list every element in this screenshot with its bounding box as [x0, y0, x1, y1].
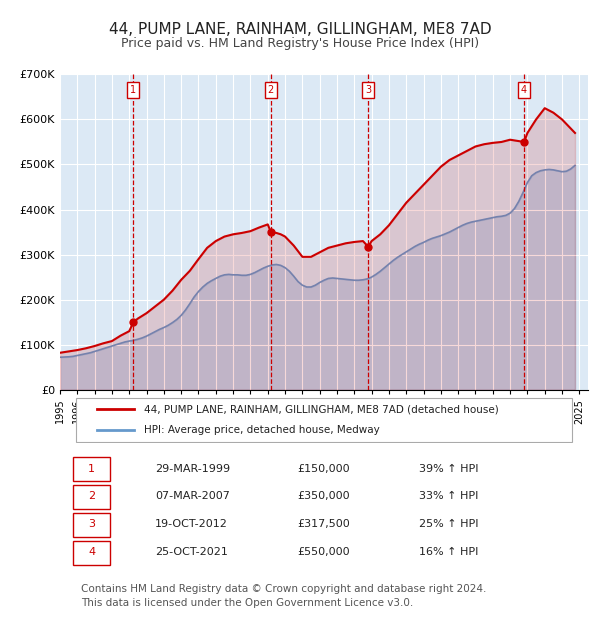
- Text: £350,000: £350,000: [298, 492, 350, 502]
- Text: HPI: Average price, detached house, Medway: HPI: Average price, detached house, Medw…: [145, 425, 380, 435]
- Text: 07-MAR-2007: 07-MAR-2007: [155, 492, 230, 502]
- Text: 4: 4: [521, 85, 527, 95]
- Text: 19-OCT-2012: 19-OCT-2012: [155, 519, 228, 529]
- Text: 29-MAR-1999: 29-MAR-1999: [155, 464, 230, 474]
- Text: 4: 4: [88, 547, 95, 557]
- Text: 3: 3: [88, 519, 95, 529]
- Text: 1: 1: [88, 464, 95, 474]
- FancyBboxPatch shape: [73, 541, 110, 565]
- Text: 3: 3: [365, 85, 371, 95]
- Text: 44, PUMP LANE, RAINHAM, GILLINGHAM, ME8 7AD: 44, PUMP LANE, RAINHAM, GILLINGHAM, ME8 …: [109, 22, 491, 37]
- Text: Contains HM Land Registry data © Crown copyright and database right 2024.
This d: Contains HM Land Registry data © Crown c…: [81, 583, 487, 608]
- Text: 1: 1: [130, 85, 136, 95]
- Text: Price paid vs. HM Land Registry's House Price Index (HPI): Price paid vs. HM Land Registry's House …: [121, 37, 479, 50]
- Text: 25% ↑ HPI: 25% ↑ HPI: [419, 519, 479, 529]
- FancyBboxPatch shape: [73, 458, 110, 481]
- Text: 44, PUMP LANE, RAINHAM, GILLINGHAM, ME8 7AD (detached house): 44, PUMP LANE, RAINHAM, GILLINGHAM, ME8 …: [145, 404, 499, 414]
- FancyBboxPatch shape: [73, 513, 110, 537]
- Text: 2: 2: [268, 85, 274, 95]
- Text: 16% ↑ HPI: 16% ↑ HPI: [419, 547, 478, 557]
- Text: 25-OCT-2021: 25-OCT-2021: [155, 547, 228, 557]
- Text: 39% ↑ HPI: 39% ↑ HPI: [419, 464, 479, 474]
- Text: £550,000: £550,000: [298, 547, 350, 557]
- Text: 33% ↑ HPI: 33% ↑ HPI: [419, 492, 478, 502]
- FancyBboxPatch shape: [73, 485, 110, 509]
- Text: £150,000: £150,000: [298, 464, 350, 474]
- Text: 2: 2: [88, 492, 95, 502]
- Text: £317,500: £317,500: [298, 519, 350, 529]
- FancyBboxPatch shape: [76, 398, 572, 441]
